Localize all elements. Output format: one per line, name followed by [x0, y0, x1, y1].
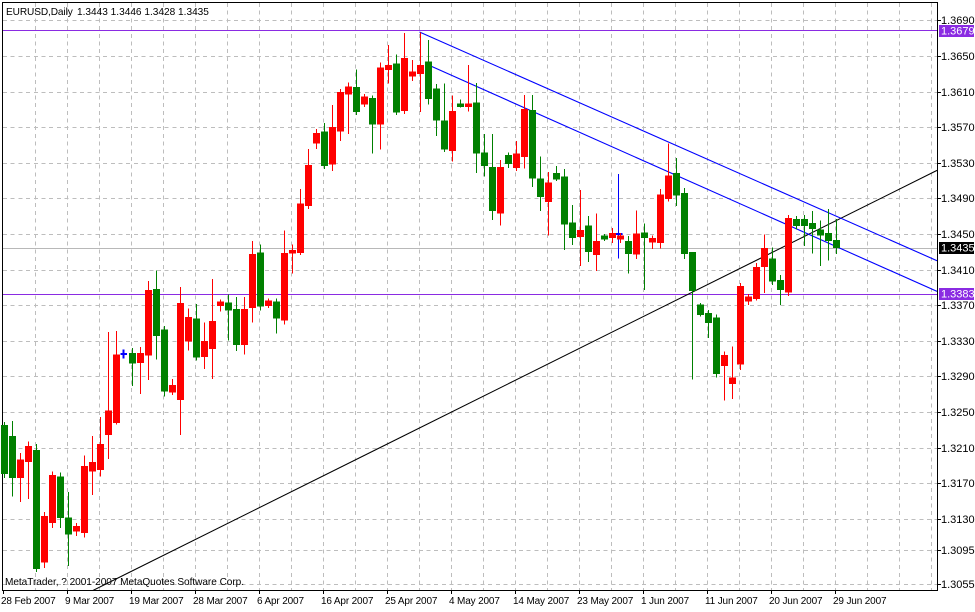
- svg-text:1.3130: 1.3130: [941, 514, 975, 526]
- svg-text:1.3095: 1.3095: [941, 545, 975, 557]
- svg-text:9 Mar 2007: 9 Mar 2007: [65, 596, 115, 607]
- svg-text:EURUSD,Daily: EURUSD,Daily: [6, 7, 74, 18]
- svg-text:1.3435: 1.3435: [941, 243, 975, 255]
- svg-text:1.3570: 1.3570: [941, 122, 975, 134]
- svg-text:1.3330: 1.3330: [941, 336, 975, 348]
- svg-text:1.3370: 1.3370: [941, 300, 975, 312]
- svg-text:28 Feb 2007: 28 Feb 2007: [1, 596, 56, 607]
- svg-text:1.3250: 1.3250: [941, 407, 975, 419]
- svg-text:1.3055: 1.3055: [941, 579, 975, 591]
- svg-text:1.3450: 1.3450: [941, 229, 975, 241]
- svg-text:20 Jun 2007: 20 Jun 2007: [769, 596, 823, 607]
- svg-text:1.3530: 1.3530: [941, 158, 975, 170]
- svg-text:1.3443 1.3446 1.3428 1.3435: 1.3443 1.3446 1.3428 1.3435: [77, 7, 209, 18]
- svg-text:19 Mar 2007: 19 Mar 2007: [129, 596, 184, 607]
- svg-text:14 May 2007: 14 May 2007: [513, 596, 570, 607]
- svg-text:28 Mar 2007: 28 Mar 2007: [193, 596, 248, 607]
- svg-text:11 Jun 2007: 11 Jun 2007: [705, 596, 758, 607]
- svg-text:16 Apr 2007: 16 Apr 2007: [321, 596, 374, 607]
- svg-text:25 Apr 2007: 25 Apr 2007: [385, 596, 438, 607]
- svg-text:1 Jun 2007: 1 Jun 2007: [641, 596, 690, 607]
- svg-text:1.3690: 1.3690: [941, 15, 975, 27]
- svg-text:6 Apr 2007: 6 Apr 2007: [257, 596, 304, 607]
- svg-text:1.3410: 1.3410: [941, 265, 975, 277]
- svg-text:MetaTrader, ? 2001-2007 MetaQu: MetaTrader, ? 2001-2007 MetaQuotes Softw…: [5, 577, 244, 588]
- svg-text:1.3170: 1.3170: [941, 478, 975, 490]
- svg-text:1.3210: 1.3210: [941, 443, 975, 455]
- svg-text:1.3610: 1.3610: [941, 87, 975, 99]
- svg-text:1.3650: 1.3650: [941, 51, 975, 63]
- svg-text:29 Jun 2007: 29 Jun 2007: [833, 596, 887, 607]
- svg-text:1.3383: 1.3383: [941, 289, 975, 301]
- svg-text:1.3679: 1.3679: [941, 26, 975, 38]
- svg-text:1.3290: 1.3290: [941, 371, 975, 383]
- svg-text:4 May 2007: 4 May 2007: [449, 596, 500, 607]
- svg-text:1.3490: 1.3490: [941, 193, 975, 205]
- svg-text:23 May 2007: 23 May 2007: [577, 596, 634, 607]
